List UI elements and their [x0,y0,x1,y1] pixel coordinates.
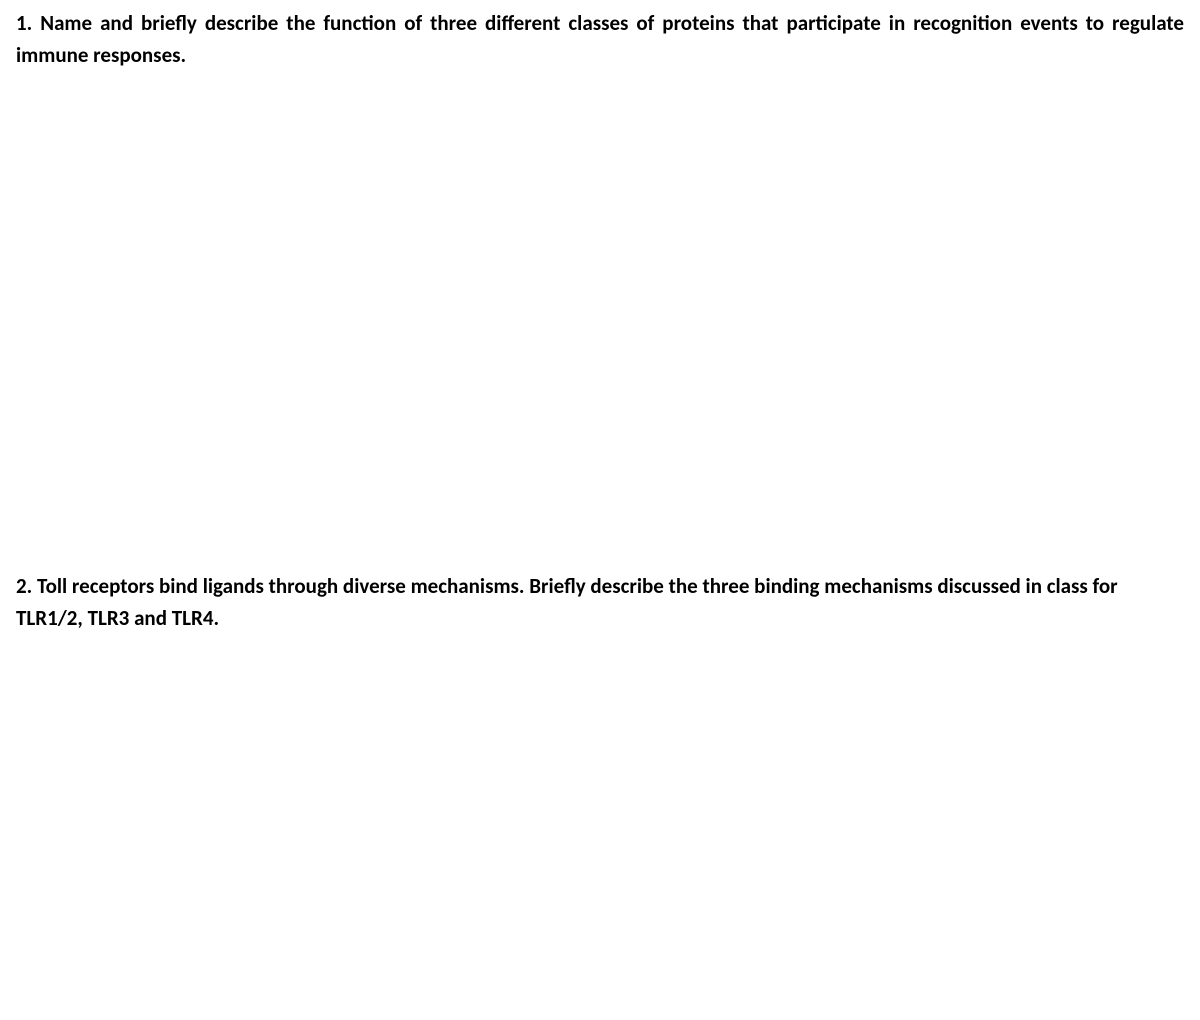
question-1: 1. Name and briefly describe the functio… [16,8,1184,71]
question-2: 2. Toll receptors bind ligands through d… [16,571,1184,634]
